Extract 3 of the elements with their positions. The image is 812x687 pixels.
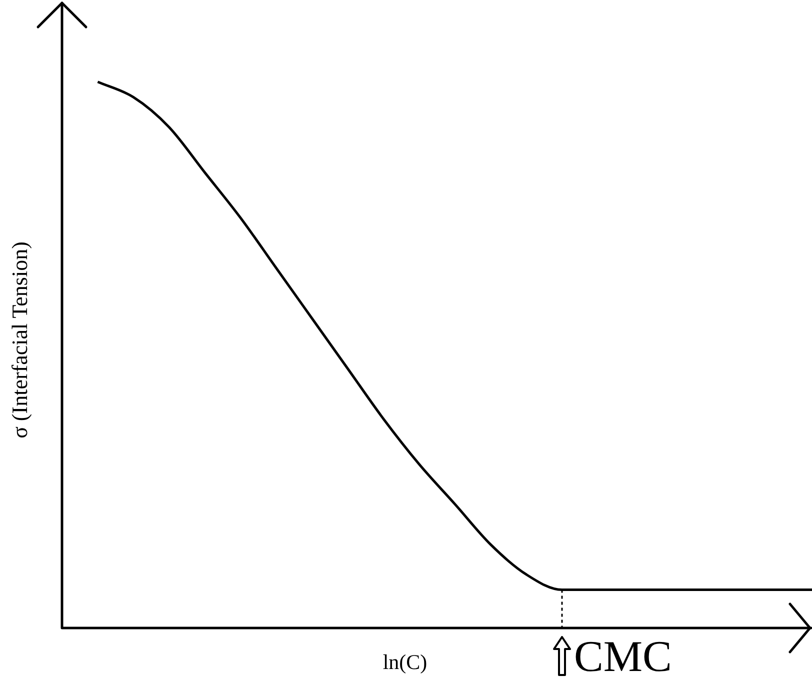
x-axis-title: ln(C): [382, 650, 428, 675]
text: CMC: [574, 632, 672, 682]
y-axis-title: σ (Interfacial Tension): [7, 242, 33, 438]
